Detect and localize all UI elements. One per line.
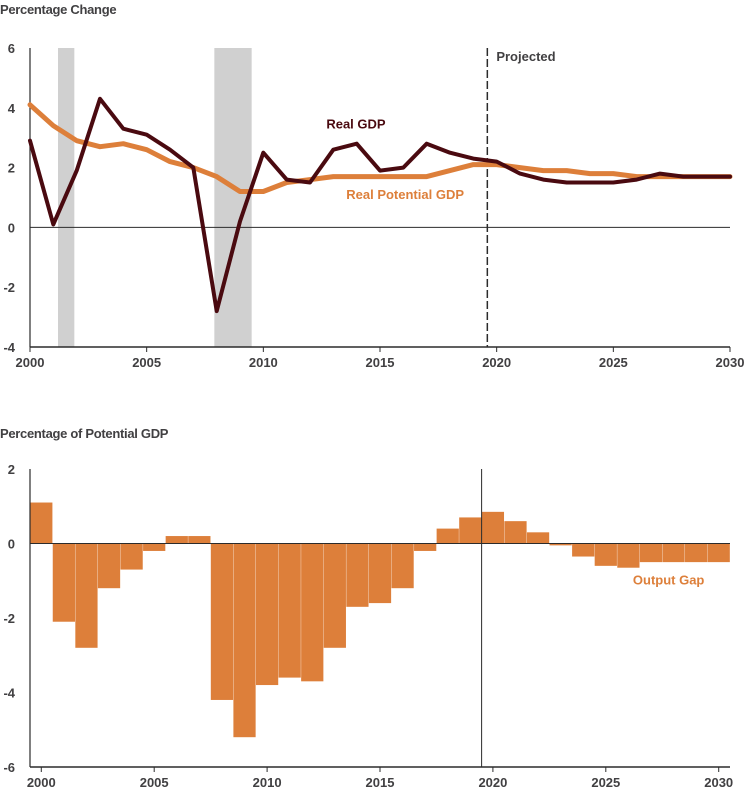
output-gap-bar (639, 543, 663, 563)
y-tick-label: -6 (3, 760, 15, 775)
x-tick-label: 2020 (478, 775, 507, 790)
y-tick-label: -2 (3, 611, 15, 626)
output-gap-bar (75, 543, 98, 648)
output-gap-bar (481, 511, 505, 544)
x-tick-label: 2020 (482, 355, 511, 370)
output-gap-chart: -6 -4 -2 0 2 2000 2005 2010 2015 2020 2025 2030 Outp… (3, 462, 733, 790)
real-gdp-line (28, 96, 732, 314)
y-tick-label: -2 (3, 280, 15, 295)
output-gap-bar (52, 543, 75, 622)
top-chart-unit-label: Percentage Change (0, 2, 117, 17)
output-gap-bar (188, 536, 211, 544)
output-gap-bar (143, 543, 166, 551)
output-gap-bar (662, 543, 685, 563)
output-gap-bar (323, 543, 346, 648)
x-tick-label: 2015 (366, 775, 395, 790)
y-tick-label: -4 (3, 686, 15, 701)
x-tick-label: 2025 (591, 775, 620, 790)
x-tick-label: 2030 (704, 775, 733, 790)
output-gap-bar (301, 543, 324, 682)
x-tick-label: 2010 (253, 775, 282, 790)
output-gap-bar (255, 543, 279, 686)
output-gap-bar (436, 528, 459, 544)
output-gap-bar (594, 543, 617, 566)
x-tick-label: 2005 (140, 775, 169, 790)
gdp-growth-chart: -4 -2 0 2 4 6 2000 2005 2010 2015 2020 2025 2030 Proj… (3, 41, 745, 370)
x-tick-label: 2000 (16, 355, 45, 370)
output-gap-bar (459, 517, 482, 544)
output-gap-bar (97, 543, 121, 589)
output-gap-bar (617, 543, 640, 568)
x-tick-label: 2005 (132, 355, 161, 370)
output-gap-bar (526, 532, 550, 544)
x-tick-label: 2030 (716, 355, 745, 370)
output-gap-bar (391, 543, 414, 589)
y-tick-label: 0 (8, 220, 15, 235)
output-gap-bar (414, 543, 437, 551)
output-gap-bar (120, 543, 143, 570)
potential-gdp-line (27, 102, 733, 194)
output-gap-label: Output Gap (633, 572, 705, 587)
output-gap-bar (572, 543, 595, 557)
x-tick-label: 2015 (366, 355, 395, 370)
y-tick-label: 6 (8, 41, 15, 56)
bottom-chart-unit-label: Percentage of Potential GDP (0, 426, 169, 441)
x-tick-label: 2010 (249, 355, 278, 370)
projected-label: Projected (496, 49, 555, 64)
real-gdp-label: Real GDP (326, 117, 386, 132)
output-gap-bar (233, 543, 256, 738)
output-gap-bar (278, 543, 301, 678)
output-gap-bar (504, 521, 527, 544)
y-tick-label: 2 (8, 161, 15, 176)
output-gap-bar (549, 543, 572, 546)
y-tick-label: 2 (8, 462, 15, 477)
y-tick-label: -4 (3, 340, 15, 355)
x-tick-label: 2025 (599, 355, 628, 370)
output-gap-bar (210, 543, 234, 700)
output-gap-bar (707, 543, 730, 563)
output-gap-bar (165, 536, 188, 544)
output-gap-bar (368, 543, 392, 604)
output-gap-bar (685, 543, 708, 563)
output-gap-bar (30, 502, 53, 544)
potential-gdp-label: Real Potential GDP (346, 187, 464, 202)
y-tick-label: 0 (8, 537, 15, 552)
output-gap-bar (346, 543, 369, 607)
x-tick-label: 2000 (27, 775, 56, 790)
y-tick-label: 4 (8, 101, 16, 116)
